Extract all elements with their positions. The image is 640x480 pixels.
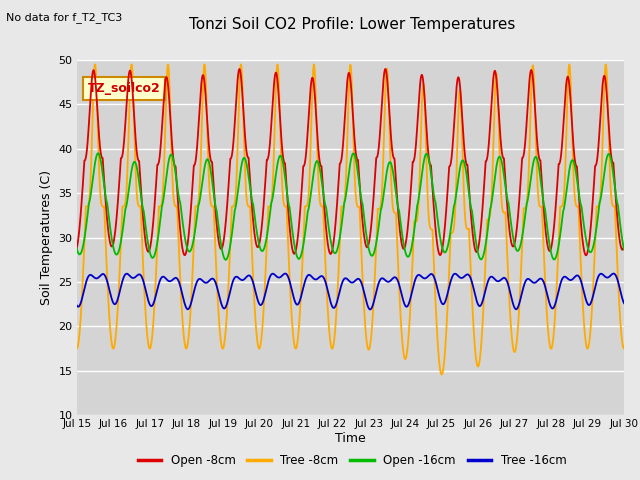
Text: TZ_soilco2: TZ_soilco2 — [88, 82, 161, 95]
Text: No data for f_T2_TC3: No data for f_T2_TC3 — [6, 12, 123, 23]
X-axis label: Time: Time — [335, 432, 366, 445]
Y-axis label: Soil Temperatures (C): Soil Temperatures (C) — [40, 170, 53, 305]
Legend: Open -8cm, Tree -8cm, Open -16cm, Tree -16cm: Open -8cm, Tree -8cm, Open -16cm, Tree -… — [133, 449, 571, 472]
Text: Tonzi Soil CO2 Profile: Lower Temperatures: Tonzi Soil CO2 Profile: Lower Temperatur… — [189, 17, 515, 32]
